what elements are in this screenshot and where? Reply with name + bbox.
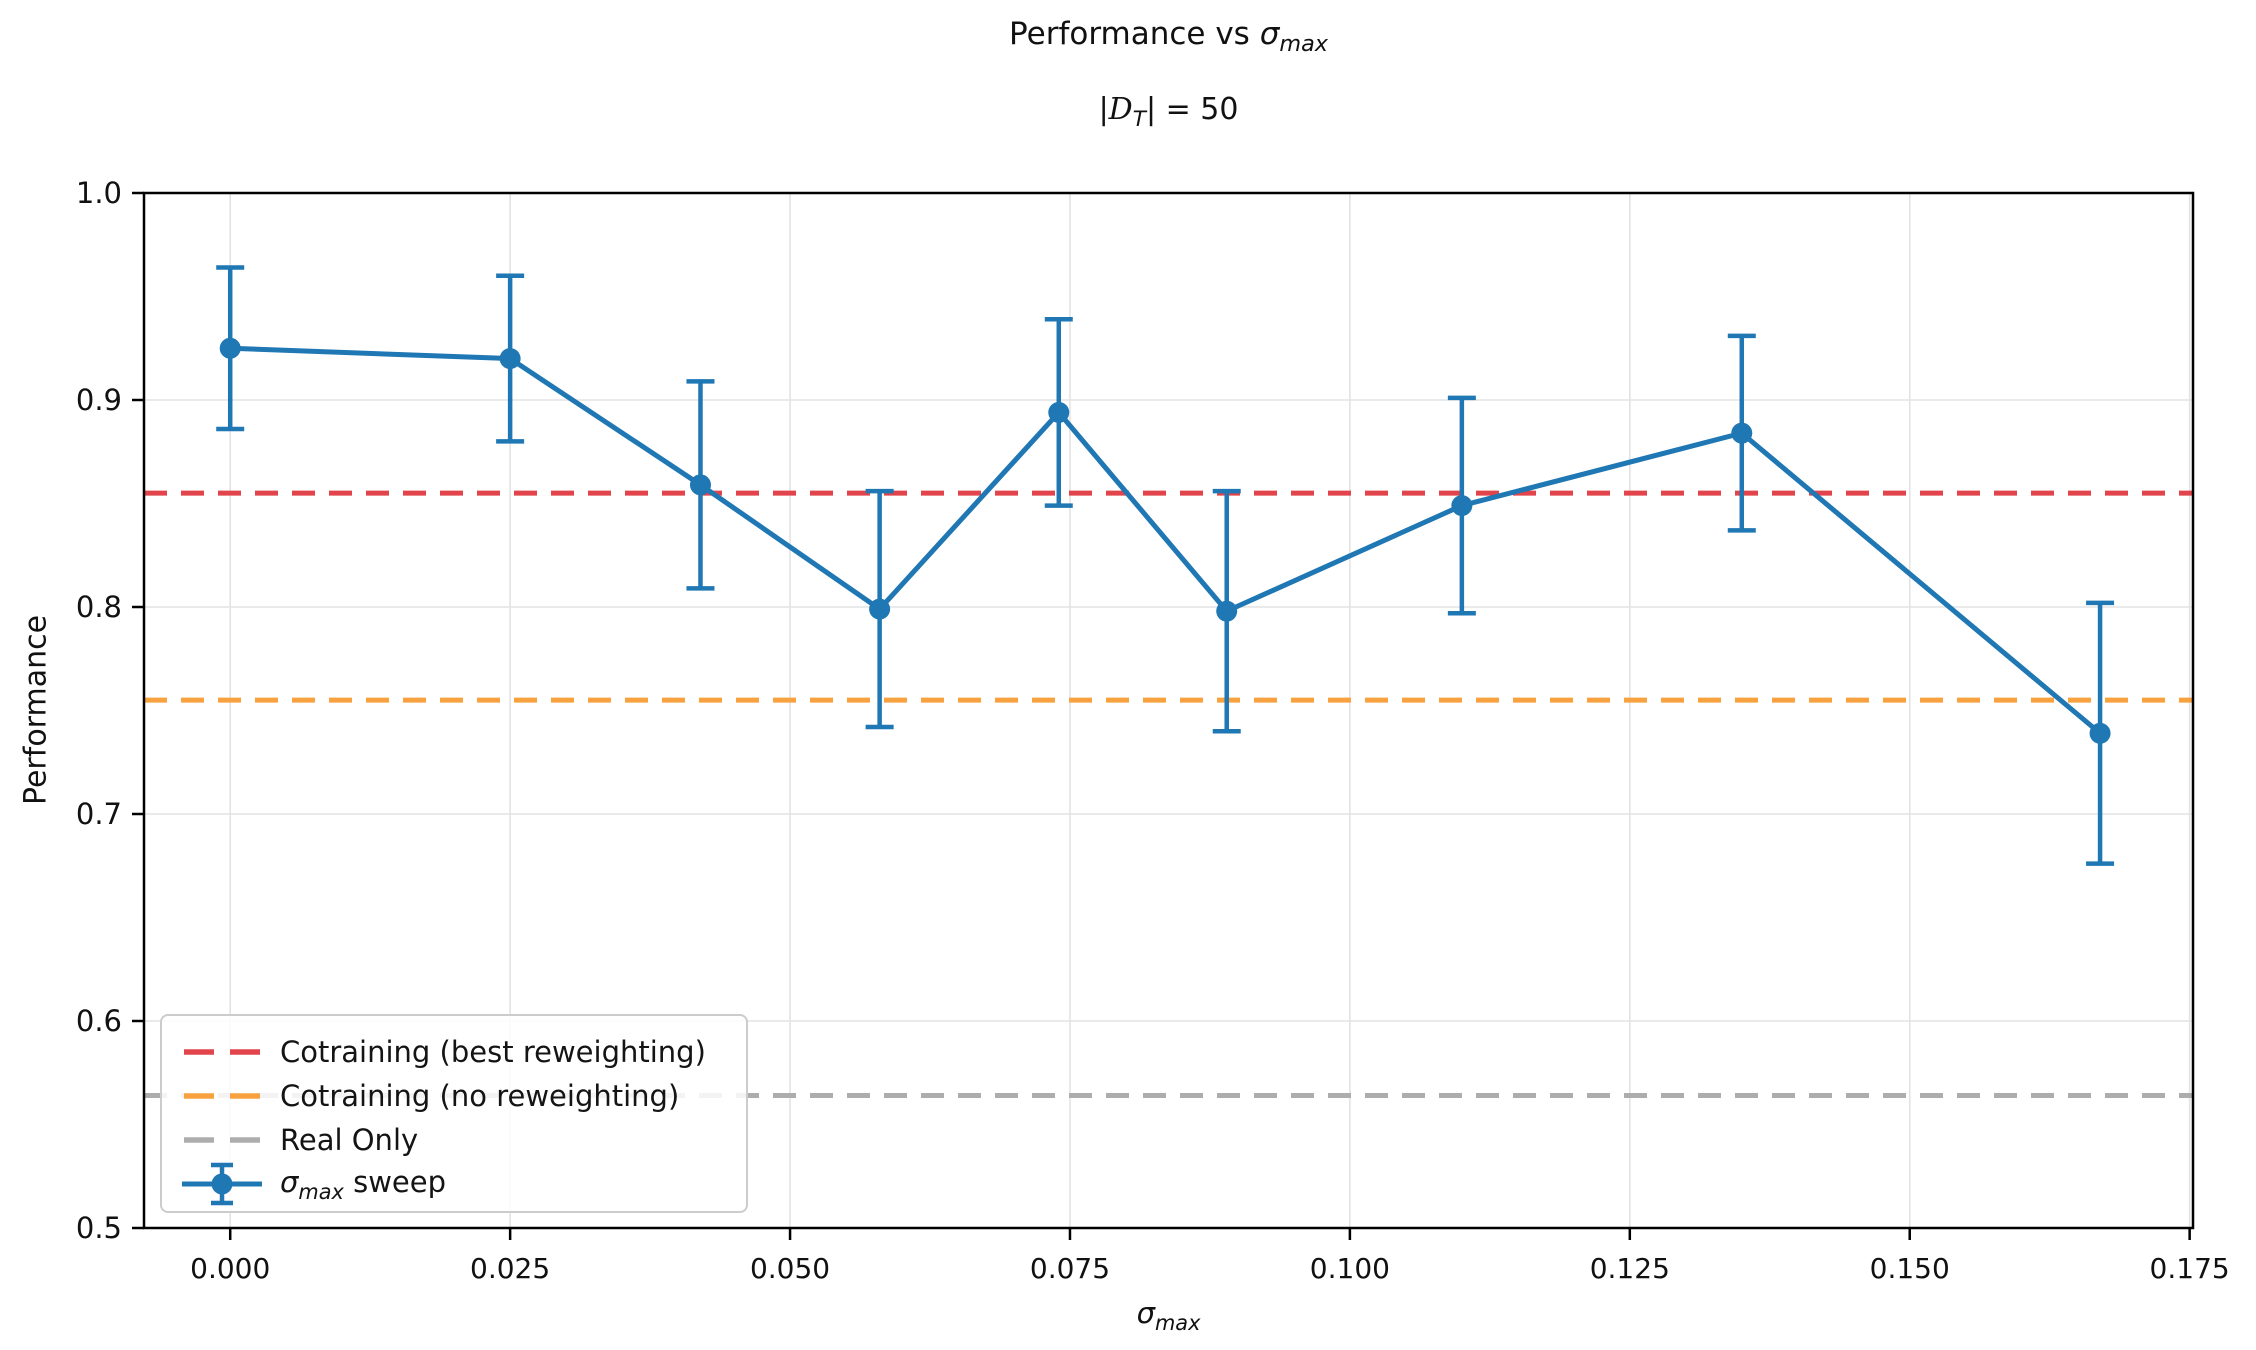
data-point-marker [1048,401,1070,423]
chart-title-sigma: σ [1259,16,1280,52]
x-tick-label: 0.125 [1590,1252,1670,1285]
x-tick-label: 0.175 [2150,1252,2230,1285]
data-point-marker [869,598,891,620]
y-tick-label: 1.0 [76,176,122,210]
chart-title-text: Performance vs [1009,16,1260,52]
subtitle-close-text: | = 50 [1145,92,1239,127]
subtitle-dataset-symbol: D [1108,92,1133,127]
subtitle-dataset-sub: T [1132,107,1146,132]
x-tick-label: 0.075 [1030,1252,1110,1285]
chart-title: Performance vs σmax [144,16,2193,57]
data-point-marker [499,348,521,370]
data-point-marker [2089,722,2111,744]
data-point-marker [219,337,241,359]
y-tick-label: 0.7 [76,797,122,831]
data-point-marker [1451,495,1473,517]
legend-dash-sample [184,1093,260,1099]
legend-label: Cotraining (best reweighting) [280,1035,706,1069]
data-point-marker [1731,422,1753,444]
x-tick-label: 0.050 [750,1252,830,1285]
axes-spines [142,191,2195,1230]
legend-entry-sigma-max-sweep: σmax sweep [182,1162,726,1206]
y-tick-label: 0.5 [76,1211,122,1245]
data-point-marker [1216,600,1238,622]
data-point-marker [689,474,711,496]
legend-entry-cotraining-best-reweighting: Cotraining (best reweighting) [182,1030,726,1074]
y-tick-label: 0.6 [76,1004,122,1038]
legend-label: Real Only [280,1123,419,1157]
legend-dash-sample [184,1137,260,1143]
x-tick-label: 0.100 [1310,1252,1390,1285]
legend-label: σmax sweep [280,1164,447,1204]
y-tick-label: 0.8 [76,590,122,624]
legend-dash-sample [184,1049,260,1055]
x-tick-label: 0.000 [190,1252,270,1285]
chart-title-sigma-sub: max [1279,31,1328,58]
subtitle-open-bar: | [1098,92,1109,127]
y-axis-label: Performance [18,614,54,806]
legend-entry-cotraining-no-reweighting: Cotraining (no reweighting) [182,1074,726,1118]
chart-subtitle: |DT| = 50 [144,92,2193,132]
legend-label: Cotraining (no reweighting) [280,1079,680,1113]
legend: Cotraining (best reweighting) Cotraining … [160,1014,748,1213]
legend-errorbar-sample [182,1162,262,1206]
x-axis-label: σmax [144,1296,2193,1335]
x-tick-label: 0.150 [1870,1252,1950,1285]
y-tick-label: 0.9 [76,383,122,417]
x-axis-label-sub: max [1154,1310,1201,1335]
x-axis-label-sigma: σ [1136,1296,1155,1330]
x-tick-label: 0.025 [470,1252,550,1285]
legend-entry-real-only: Real Only [182,1118,726,1162]
